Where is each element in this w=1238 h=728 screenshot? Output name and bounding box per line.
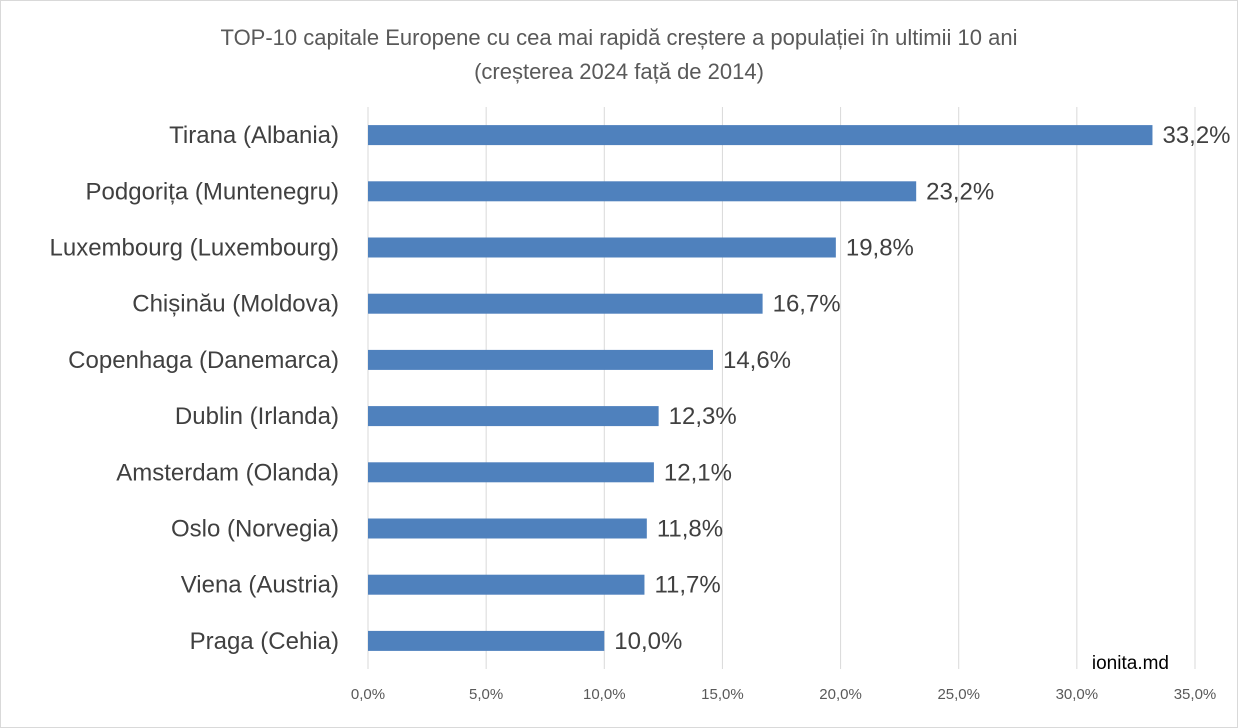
x-tick-label: 35,0% [1174,686,1217,703]
category-label: Luxembourg (Luxembourg) [50,235,340,262]
value-label: 23,2% [926,178,994,205]
x-tick-label: 5,0% [469,686,503,703]
value-label: 11,8% [657,516,723,543]
category-label: Oslo (Norvegia) [171,516,339,543]
bar [368,406,659,427]
bar [368,181,917,202]
labels: 0,0% 5,0% 10,0% 15,0% 20,0% 25,0% 30,0% 35,0% Ti… [50,122,1231,703]
value-label: 12,1% [664,459,732,486]
category-label: Tirana (Albania) [169,122,339,149]
value-label: 10,0% [614,628,682,655]
category-label: Viena (Austria) [181,572,339,599]
x-tick-label: 25,0% [937,686,980,703]
category-label: Podgorița (Muntenegru) [86,178,339,205]
category-label: Praga (Cehia) [190,628,339,655]
bar [368,125,1153,146]
value-label: 14,6% [723,347,791,374]
bar [368,237,836,258]
bar [368,462,654,483]
category-label: Copenhaga (Danemarca) [68,347,339,374]
value-label: 11,7% [654,572,720,599]
value-label: 12,3% [669,403,737,430]
bar [368,630,605,651]
bar [368,574,645,595]
bar [368,349,713,370]
x-tick-label: 30,0% [1056,686,1099,703]
x-tick-label: 10,0% [583,686,626,703]
value-label: 33,2% [1162,122,1230,149]
value-label: 16,7% [773,291,841,318]
category-label: Amsterdam (Olanda) [116,459,339,486]
bar [368,518,647,539]
bars [368,125,1153,651]
x-tick-label: 20,0% [819,686,862,703]
value-label: 19,8% [846,235,914,262]
chart-title: TOP-10 capitale Europene cu cea mai rapi… [221,25,1018,50]
x-tick-label: 15,0% [701,686,744,703]
category-label: Dublin (Irlanda) [175,403,339,430]
x-tick-label: 0,0% [351,686,385,703]
bar [368,293,763,314]
credit-text: ionita.md [1092,653,1169,674]
category-label: Chișinău (Moldova) [132,291,339,318]
chart-subtitle: (creșterea 2024 față de 2014) [474,59,764,84]
